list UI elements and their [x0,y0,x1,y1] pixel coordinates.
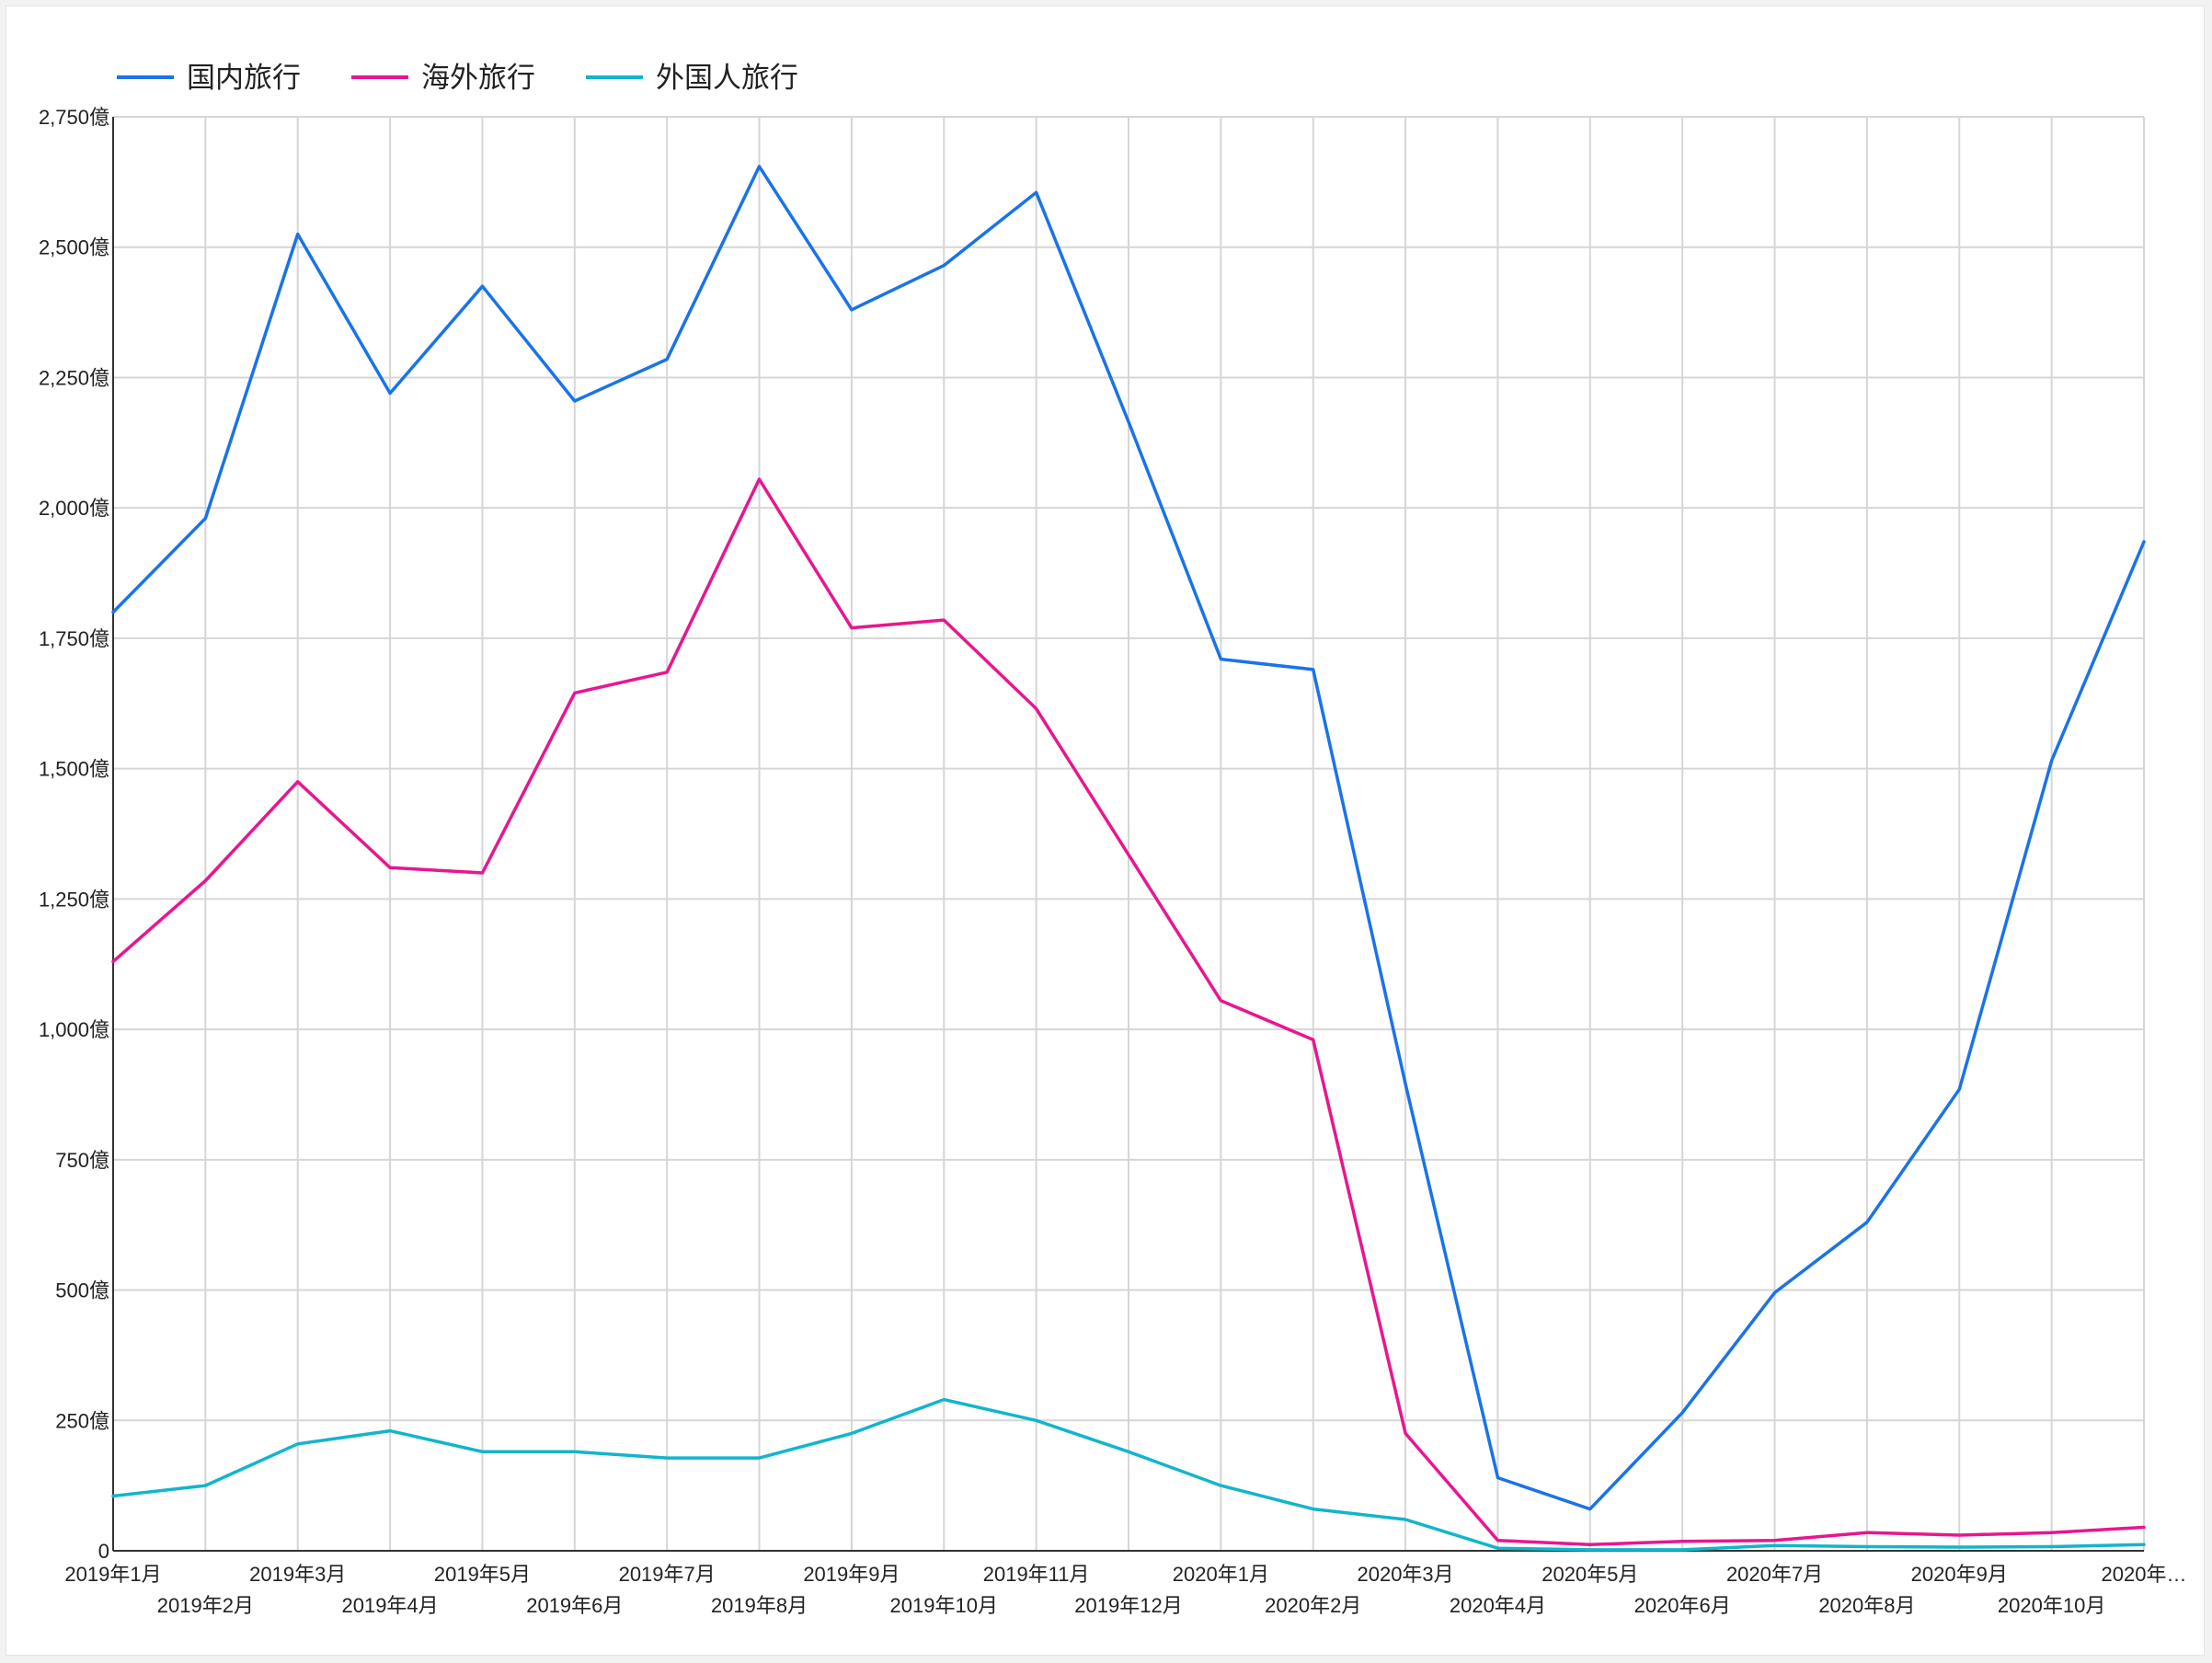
y-tick-label: 1,500億 [39,758,109,781]
x-tick-label: 2020年7月 [1726,1563,1823,1586]
legend-label: 国内旅行 [187,62,301,94]
legend-item[interactable]: 外国人旅行 [586,62,798,94]
x-tick-label: 2020年1月 [1173,1563,1269,1586]
x-tick-label: 2020年2月 [1265,1594,1361,1617]
x-tick-label: 2019年7月 [619,1563,716,1586]
x-tick-label: 2020年… [2102,1563,2187,1586]
y-tick-label: 1,750億 [39,627,109,650]
series-line [111,1397,2146,1552]
y-tick-label: 2,500億 [39,236,109,259]
series-line [111,477,2146,1546]
legend-label: 海外旅行 [421,62,535,94]
series-1 [111,165,2146,1511]
y-tick-label: 2,750億 [39,106,109,129]
x-tick-label: 2019年3月 [249,1563,346,1586]
x-tick-label: 2019年10月 [890,1594,998,1617]
line-chart: 0 250億 500億 750億 1,000億 1,250億 1,500億 1,750億 2,0… [39,62,2187,1617]
y-tick-label: 1,000億 [39,1018,109,1041]
x-tick-label: 2020年5月 [1542,1563,1638,1586]
legend-item[interactable]: 国内旅行 [117,62,301,94]
y-tick-label: 0 [98,1540,109,1563]
x-tick-label: 2019年11月 [983,1563,1090,1586]
legend-label: 外国人旅行 [656,62,798,94]
y-tick-label: 750億 [55,1149,109,1172]
series-line [111,165,2146,1511]
x-tick-label: 2020年8月 [1818,1594,1915,1617]
series [111,165,2146,1552]
x-tick-label: 2020年3月 [1357,1563,1453,1586]
x-tick-label: 2019年5月 [434,1563,531,1586]
legend: 国内旅行 海外旅行 外国人旅行 [117,62,798,94]
x-tick-label: 2019年6月 [526,1594,623,1617]
x-tick-label: 2019年2月 [157,1594,254,1617]
grid [112,116,2145,1551]
y-tick-label: 250億 [55,1409,109,1432]
x-tick-label: 2019年4月 [341,1594,438,1617]
y-tick-label: 1,250億 [39,888,109,911]
y-axis-ticks: 0 250億 500億 750億 1,000億 1,250億 1,500億 1,750億 2,0… [39,106,109,1563]
series-3 [111,1397,2146,1552]
x-axis-ticks: 2019年1月 2019年2月 2019年3月 2019年4月 2019年5月 2019年… [64,1563,2186,1617]
x-tick-label: 2019年1月 [64,1563,161,1586]
x-tick-label: 2020年10月 [1998,1594,2105,1617]
y-tick-label: 2,000億 [39,497,109,520]
x-tick-label: 2019年12月 [1074,1594,1182,1617]
y-tick-label: 2,250億 [39,366,109,389]
y-tick-label: 500億 [55,1279,109,1302]
x-tick-label: 2019年8月 [711,1594,808,1617]
x-tick-label: 2020年9月 [1911,1563,2008,1586]
axes [112,117,2144,1552]
legend-item[interactable]: 海外旅行 [351,62,535,94]
x-tick-label: 2020年4月 [1450,1594,1546,1617]
chart-frame: 0 250億 500億 750億 1,000億 1,250億 1,500億 1,750億 2,0… [6,6,2205,1656]
series-2 [111,477,2146,1546]
x-tick-label: 2019年9月 [803,1563,900,1586]
x-tick-label: 2020年6月 [1634,1594,1731,1617]
